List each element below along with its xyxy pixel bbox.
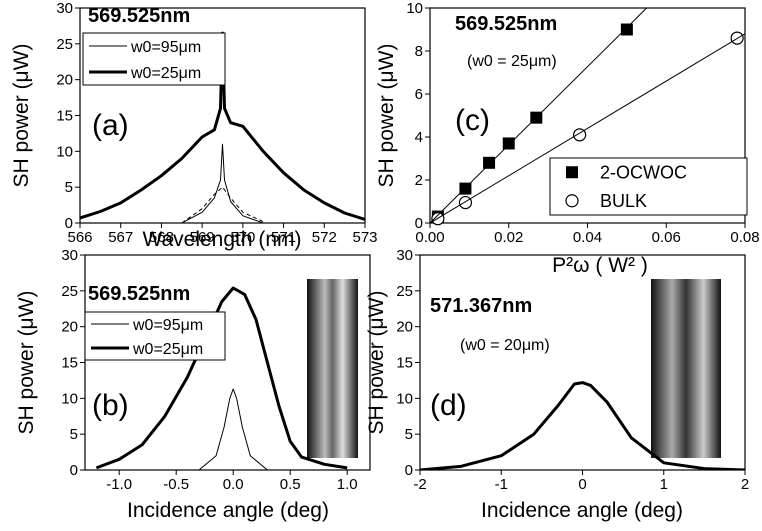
x-tick-label: 0.00 — [415, 229, 444, 246]
y-tick-label: 15 — [56, 108, 73, 125]
annotation: (w0 = 25μm) — [467, 53, 557, 70]
annotation: (b) — [92, 389, 129, 422]
y-tick-label: 20 — [56, 72, 73, 89]
x-tick-label: 569 — [190, 229, 215, 246]
y-tick-label: 5 — [65, 179, 73, 196]
y-tick-label: 0 — [65, 215, 73, 232]
y-axis-label: SH power (μW) — [15, 291, 38, 435]
x-tick-label: 0.04 — [573, 229, 602, 246]
y-tick-label: 25 — [396, 283, 413, 300]
beam-image-inset — [651, 279, 721, 458]
y-tick-label: 5 — [70, 426, 78, 443]
y-tick-label: 4 — [415, 129, 423, 146]
legend-label: w0=25μm — [132, 341, 203, 358]
y-tick-label: 10 — [56, 143, 73, 160]
x-tick-label: 573 — [352, 229, 377, 246]
data-line — [420, 381, 745, 470]
x-axis-label: Wavelength (nm) — [142, 228, 301, 251]
legend-label: 2-OCWOC — [600, 162, 687, 182]
y-tick-label: 8 — [415, 43, 423, 60]
marker — [620, 23, 633, 36]
legend-label: w0=25μm — [130, 65, 201, 82]
x-tick-label: 0.02 — [494, 229, 523, 246]
x-axis-label: P²ω ( W² ) — [552, 254, 648, 277]
x-tick-label: -1.0 — [106, 476, 132, 493]
y-tick-label: 15 — [396, 355, 413, 372]
y-axis-label: SH power (μW) — [365, 291, 388, 435]
x-tick-label: 0.0 — [223, 476, 244, 493]
y-tick-label: 0 — [405, 462, 413, 479]
x-tick-label: 2 — [741, 476, 749, 493]
panel: 0.00 0.02 0.04 0.06 0.08 0 2 4 6 8 10 P²ω ( W² ) SH … — [375, 0, 760, 277]
x-axis-label: Incidence angle (deg) — [127, 499, 329, 522]
y-tick-label: 25 — [56, 36, 73, 53]
marker — [566, 166, 578, 179]
y-tick-label: 10 — [396, 390, 413, 407]
y-tick-label: 2 — [415, 172, 423, 189]
legend-box — [549, 157, 748, 216]
data-line — [430, 8, 647, 223]
y-tick-label: 30 — [56, 0, 73, 17]
x-tick-label: -0.5 — [163, 476, 189, 493]
y-axis-label: SH power (μW) — [10, 44, 33, 188]
panel: -1.0 -0.5 0.0 0.5 1.0 0 5 10 15 20 25 30 Incidence a… — [15, 247, 371, 522]
marker — [483, 156, 496, 169]
marker — [565, 194, 579, 208]
x-tick-label: -2 — [413, 476, 426, 493]
y-tick-label: 10 — [406, 0, 423, 17]
annotation: (w0 = 20μm) — [460, 337, 550, 354]
annotation: (a) — [92, 109, 129, 142]
y-tick-label: 10 — [61, 390, 78, 407]
x-tick-label: 572 — [312, 229, 337, 246]
legend-label: w0=95μm — [132, 317, 203, 334]
marker — [502, 137, 515, 150]
y-tick-label: 20 — [61, 319, 78, 336]
annotation: (d) — [430, 389, 467, 422]
panel: 566 567 568 569 570 571 572 573 0 5 10 15 20 25 30 Wave… — [10, 0, 378, 251]
legend-box — [84, 311, 226, 361]
y-tick-label: 0 — [415, 215, 423, 232]
legend-label: w0=95μm — [130, 39, 201, 56]
annotation: 569.525nm — [88, 283, 190, 305]
y-tick-label: 0 — [70, 462, 78, 479]
data-line — [181, 186, 264, 223]
marker — [459, 182, 472, 195]
x-tick-label: 567 — [108, 229, 133, 246]
beam-image-inset — [307, 279, 358, 458]
y-tick-label: 15 — [61, 355, 78, 372]
legend-box — [82, 32, 226, 86]
data-line — [430, 33, 745, 223]
annotation: 569.525nm — [455, 13, 557, 35]
x-tick-label: 1 — [660, 476, 668, 493]
y-axis-label: SH power (μW) — [375, 44, 398, 188]
y-tick-label: 6 — [415, 86, 423, 103]
y-tick-label: 30 — [396, 247, 413, 264]
x-tick-label: 0.5 — [280, 476, 301, 493]
annotation: (c) — [455, 104, 490, 137]
x-tick-label: 566 — [67, 229, 92, 246]
data-line — [95, 286, 348, 470]
x-tick-label: 568 — [149, 229, 174, 246]
marker — [458, 195, 473, 210]
data-line — [198, 388, 268, 470]
x-tick-label: 0 — [578, 476, 586, 493]
y-tick-label: 20 — [396, 319, 413, 336]
x-tick-label: 570 — [230, 229, 255, 246]
data-line — [181, 143, 264, 223]
y-tick-label: 25 — [61, 283, 78, 300]
x-axis-label: Incidence angle (deg) — [481, 499, 683, 522]
x-tick-label: -1 — [495, 476, 508, 493]
x-tick-label: 0.08 — [730, 229, 759, 246]
annotation: 569.525nm — [88, 5, 190, 27]
x-tick-label: 1.0 — [337, 476, 358, 493]
y-tick-label: 5 — [405, 426, 413, 443]
annotation: 571.367nm — [430, 295, 532, 317]
legend-label: BULK — [600, 191, 647, 211]
x-tick-label: 571 — [271, 229, 296, 246]
y-tick-label: 30 — [61, 247, 78, 264]
x-tick-label: 0.06 — [652, 229, 681, 246]
